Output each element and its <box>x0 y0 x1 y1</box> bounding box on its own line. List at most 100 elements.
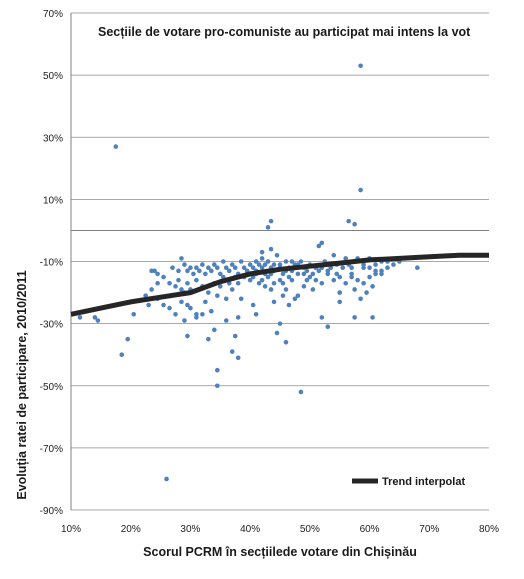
data-point <box>250 265 256 271</box>
data-point <box>161 274 166 280</box>
data-point <box>170 265 175 271</box>
scatter-points <box>77 63 420 482</box>
data-point <box>337 290 343 295</box>
data-point <box>280 271 286 277</box>
data-point <box>95 318 101 323</box>
data-point <box>200 312 205 317</box>
data-point <box>179 287 184 292</box>
data-point <box>301 271 307 277</box>
y-tick-label: 50% <box>43 71 63 82</box>
data-point <box>217 284 223 289</box>
data-point <box>259 265 265 271</box>
data-point <box>185 268 190 274</box>
data-point <box>283 339 289 345</box>
data-point <box>286 274 292 280</box>
x-tick-label: 60% <box>360 524 380 535</box>
data-point <box>155 271 160 277</box>
data-point <box>77 315 83 320</box>
data-point <box>143 293 148 298</box>
data-point <box>215 367 220 373</box>
data-point <box>304 277 310 283</box>
data-point <box>337 274 343 280</box>
data-point <box>247 277 253 283</box>
data-point <box>220 259 226 264</box>
data-point <box>155 280 160 286</box>
data-point <box>286 302 292 308</box>
data-point <box>185 333 190 339</box>
data-point <box>325 324 331 330</box>
data-point <box>179 256 184 261</box>
x-tick-labels: 10% 20% 30% 40% 50% 60% 70% 80% <box>61 524 499 535</box>
data-point <box>313 277 319 283</box>
data-point <box>343 280 348 286</box>
data-point <box>262 262 268 267</box>
data-point <box>92 315 98 320</box>
data-point <box>188 305 193 311</box>
data-point <box>373 262 378 267</box>
data-point <box>235 355 241 361</box>
data-point <box>289 259 295 264</box>
data-point <box>415 265 420 271</box>
y-axis-label: Evoluția ratei de participare, 2010/2011 <box>15 270 29 499</box>
data-point <box>265 225 271 230</box>
data-point <box>280 280 286 286</box>
data-point <box>301 284 307 289</box>
data-point <box>232 333 238 339</box>
data-point <box>223 318 229 323</box>
data-point <box>200 262 205 267</box>
data-point <box>176 268 181 274</box>
data-point <box>209 308 214 314</box>
data-point <box>274 330 280 336</box>
y-tick-label: -10% <box>40 258 63 269</box>
axes <box>70 13 489 510</box>
data-point <box>358 187 363 193</box>
data-point <box>226 268 232 274</box>
data-point <box>161 302 166 308</box>
data-point <box>212 262 217 267</box>
x-tick-label: 10% <box>61 524 81 535</box>
data-point <box>146 302 151 308</box>
data-point <box>238 259 244 264</box>
data-point <box>265 274 271 280</box>
data-point <box>223 265 229 271</box>
x-tick-label: 30% <box>180 524 200 535</box>
data-point <box>340 265 346 271</box>
x-tick-label: 20% <box>121 524 141 535</box>
data-point <box>131 312 136 317</box>
data-point <box>152 268 157 274</box>
data-point <box>247 262 253 267</box>
data-point <box>283 259 289 264</box>
y-tick-label: -50% <box>40 382 63 393</box>
data-point <box>262 284 268 289</box>
trend-line-group <box>70 252 489 317</box>
data-point <box>325 271 331 277</box>
data-point <box>289 277 295 283</box>
data-point <box>223 296 229 302</box>
chart-title: Secțiile de votare pro-comuniste au part… <box>98 25 471 39</box>
data-point <box>212 327 217 333</box>
data-point <box>292 296 298 302</box>
data-point <box>331 252 337 258</box>
data-point <box>271 299 277 305</box>
data-point <box>274 252 280 258</box>
data-point <box>182 318 187 323</box>
data-point <box>391 262 396 267</box>
data-point <box>355 277 360 283</box>
x-axis-label: Scorul PCRM în secțiilede votare din Chi… <box>143 545 417 559</box>
data-point <box>167 280 172 286</box>
data-point <box>271 280 277 286</box>
data-point <box>352 315 357 320</box>
data-point <box>349 265 354 271</box>
data-point <box>373 271 378 277</box>
data-point <box>283 287 289 292</box>
data-point <box>364 290 369 295</box>
data-point <box>188 265 193 271</box>
data-point <box>307 274 313 280</box>
data-point <box>185 280 190 286</box>
data-point <box>370 315 375 320</box>
data-point <box>379 271 384 277</box>
data-point <box>304 268 310 274</box>
y-tick-label: 70% <box>43 9 63 20</box>
data-point <box>352 287 357 292</box>
x-tick-label: 80% <box>479 524 499 535</box>
